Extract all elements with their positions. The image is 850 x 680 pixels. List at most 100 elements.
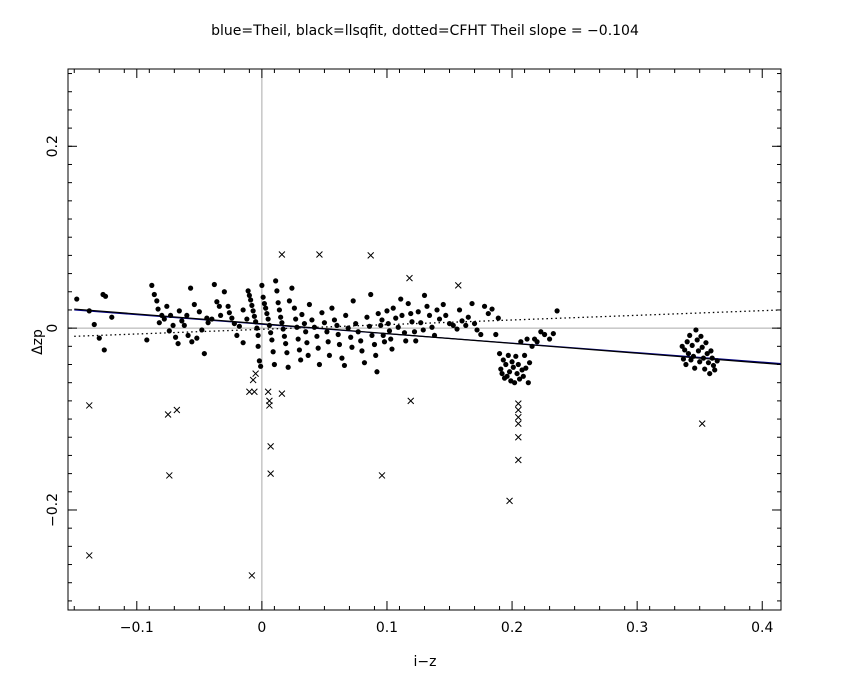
data-point	[91, 321, 97, 328]
data-point	[525, 380, 531, 386]
data-point	[284, 350, 290, 356]
data-point	[251, 313, 257, 319]
data-point	[176, 308, 182, 314]
rejected-point	[173, 406, 181, 414]
data-point	[345, 325, 351, 331]
rejected-point	[406, 274, 413, 282]
data-point	[154, 298, 160, 304]
data-point	[218, 312, 224, 319]
x-tick-label: −0.1	[120, 620, 154, 636]
data-point	[175, 340, 181, 347]
data-point	[398, 296, 404, 302]
data-point	[550, 330, 556, 337]
data-point	[256, 358, 262, 364]
data-point	[541, 331, 548, 338]
data-point	[255, 343, 261, 349]
data-point	[390, 305, 396, 311]
data-point	[166, 328, 172, 334]
rejected-point	[514, 433, 522, 441]
data-point	[380, 332, 386, 339]
data-point	[384, 308, 390, 314]
data-point	[350, 298, 356, 304]
rejected-point	[316, 251, 323, 258]
rejected-points	[85, 251, 706, 579]
data-point	[700, 355, 707, 361]
data-point	[697, 359, 703, 365]
data-point	[225, 303, 231, 309]
data-point	[249, 302, 255, 309]
data-point	[421, 292, 428, 299]
data-point	[426, 312, 433, 319]
data-point	[303, 329, 309, 335]
data-point	[271, 361, 277, 368]
data-point	[679, 343, 685, 349]
data-point	[164, 303, 170, 309]
data-point	[388, 336, 394, 342]
rejected-point	[85, 402, 93, 409]
data-point	[179, 318, 185, 324]
data-point	[420, 327, 426, 333]
data-point	[514, 370, 520, 377]
data-point	[216, 303, 222, 309]
data-point	[236, 323, 242, 329]
data-point	[205, 320, 211, 326]
data-point	[250, 308, 256, 314]
data-point	[503, 361, 509, 368]
rejected-point	[407, 397, 415, 405]
data-point	[369, 332, 375, 339]
data-point	[393, 315, 399, 321]
data-point	[710, 362, 717, 369]
data-point	[305, 352, 311, 359]
rejected-point	[367, 252, 375, 259]
data-point	[693, 327, 699, 333]
data-point	[689, 342, 695, 349]
data-point	[429, 324, 435, 330]
data-point	[358, 338, 364, 344]
data-point	[471, 320, 478, 327]
data-point	[266, 322, 272, 329]
data-point	[268, 330, 274, 336]
data-point	[510, 364, 516, 370]
rejected-point	[85, 552, 93, 559]
y-tick-label: 0	[45, 324, 61, 333]
data-point	[204, 315, 210, 321]
data-point	[415, 309, 421, 315]
data-point	[209, 316, 215, 322]
y-axis: −0.2 0 0.2	[45, 73, 781, 602]
data-point	[478, 331, 484, 338]
data-point	[513, 353, 519, 359]
data-point	[524, 336, 530, 342]
data-point	[349, 344, 355, 350]
data-point	[294, 324, 300, 330]
data-point	[341, 362, 348, 369]
data-point	[463, 322, 469, 329]
data-point	[296, 347, 303, 353]
data-point	[156, 320, 162, 326]
data-point	[314, 333, 320, 339]
data-point	[343, 312, 349, 319]
data-point	[101, 347, 107, 353]
data-point	[149, 282, 155, 288]
data-point	[506, 369, 513, 375]
data-point	[526, 360, 533, 366]
data-point	[291, 305, 298, 311]
data-point	[424, 303, 430, 309]
data-point	[509, 359, 515, 365]
x-tick-label: 0.2	[501, 620, 523, 636]
data-point	[306, 301, 313, 308]
data-point	[554, 308, 560, 314]
data-point	[234, 332, 240, 339]
rejected-point	[164, 411, 172, 418]
data-point	[405, 300, 411, 307]
data-point	[379, 317, 385, 323]
data-point	[279, 320, 285, 326]
data-point	[270, 349, 276, 355]
data-point	[295, 336, 301, 342]
data-point	[231, 320, 237, 327]
data-point	[187, 285, 194, 291]
data-point	[185, 332, 191, 339]
data-point	[684, 339, 690, 345]
data-point	[324, 329, 330, 335]
data-point	[699, 344, 705, 350]
